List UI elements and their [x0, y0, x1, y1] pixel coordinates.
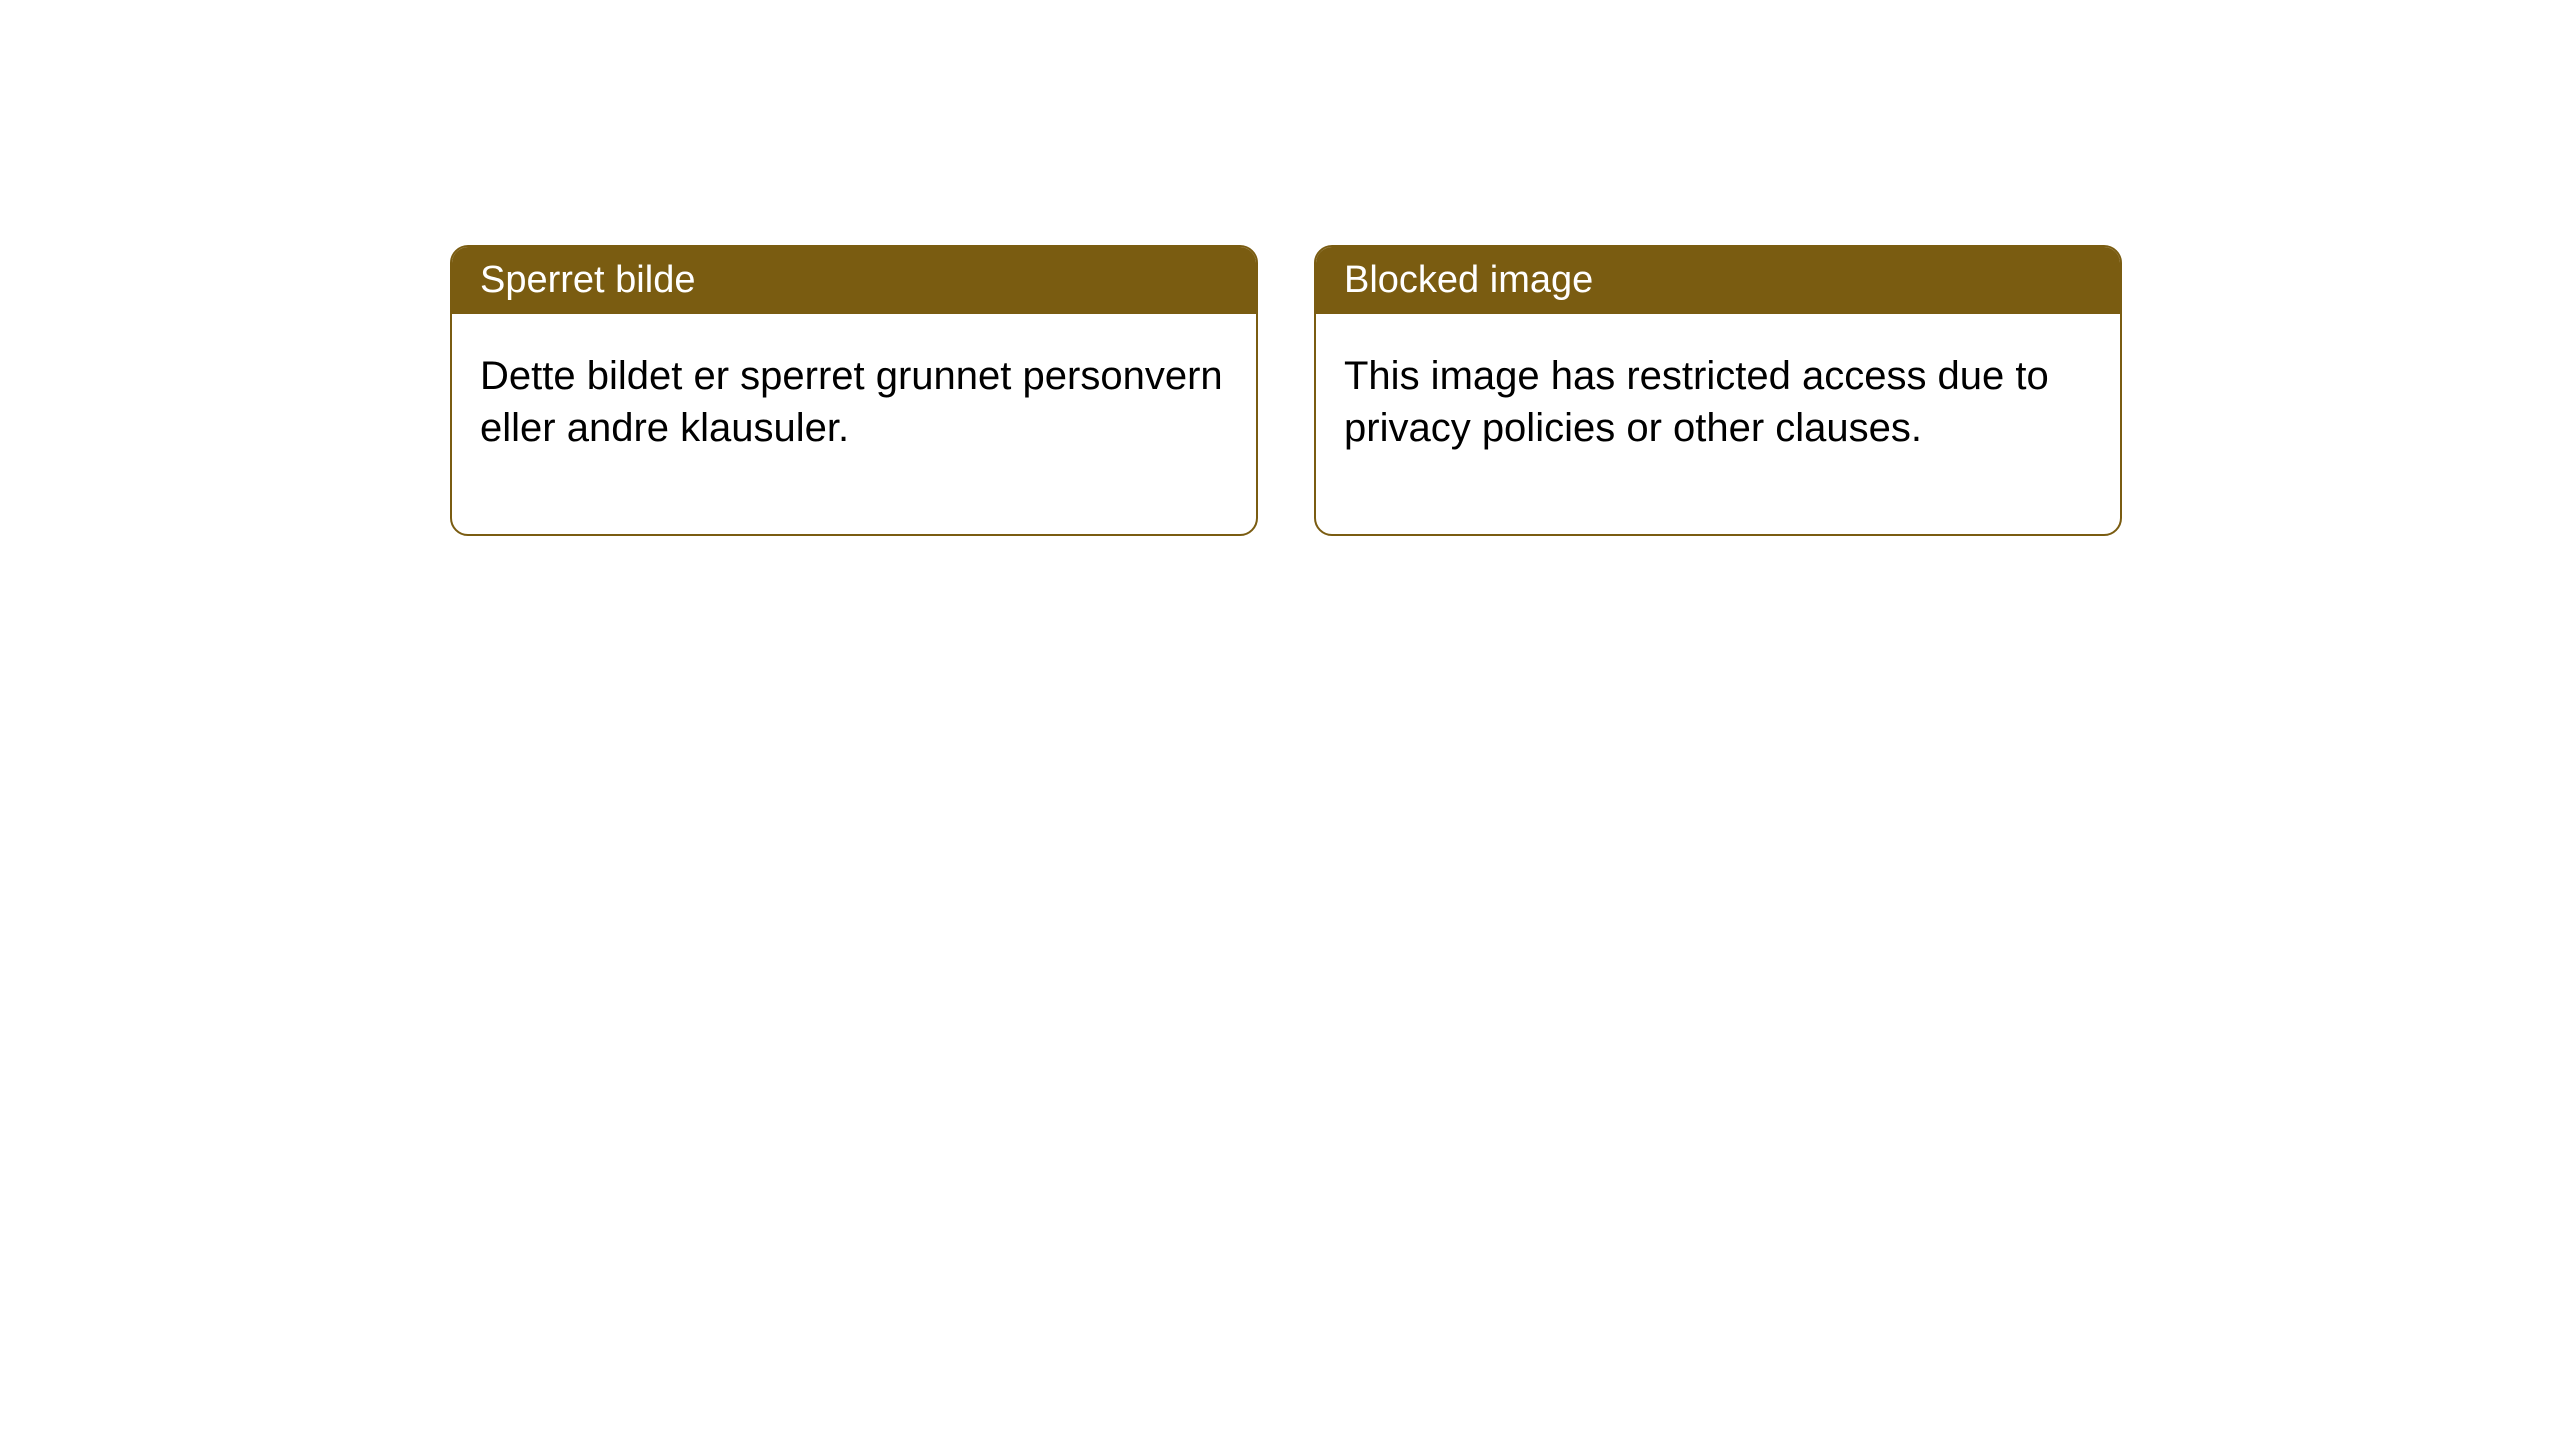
notice-card-norwegian: Sperret bilde Dette bildet er sperret gr… [450, 245, 1258, 536]
card-header: Sperret bilde [452, 247, 1256, 314]
card-header: Blocked image [1316, 247, 2120, 314]
card-body-text: This image has restricted access due to … [1344, 354, 2049, 450]
card-body-text: Dette bildet er sperret grunnet personve… [480, 354, 1223, 450]
card-body: Dette bildet er sperret grunnet personve… [452, 314, 1256, 534]
card-title: Sperret bilde [480, 259, 695, 301]
card-title: Blocked image [1344, 259, 1593, 301]
notice-cards-container: Sperret bilde Dette bildet er sperret gr… [450, 245, 2122, 536]
notice-card-english: Blocked image This image has restricted … [1314, 245, 2122, 536]
card-body: This image has restricted access due to … [1316, 314, 2120, 534]
